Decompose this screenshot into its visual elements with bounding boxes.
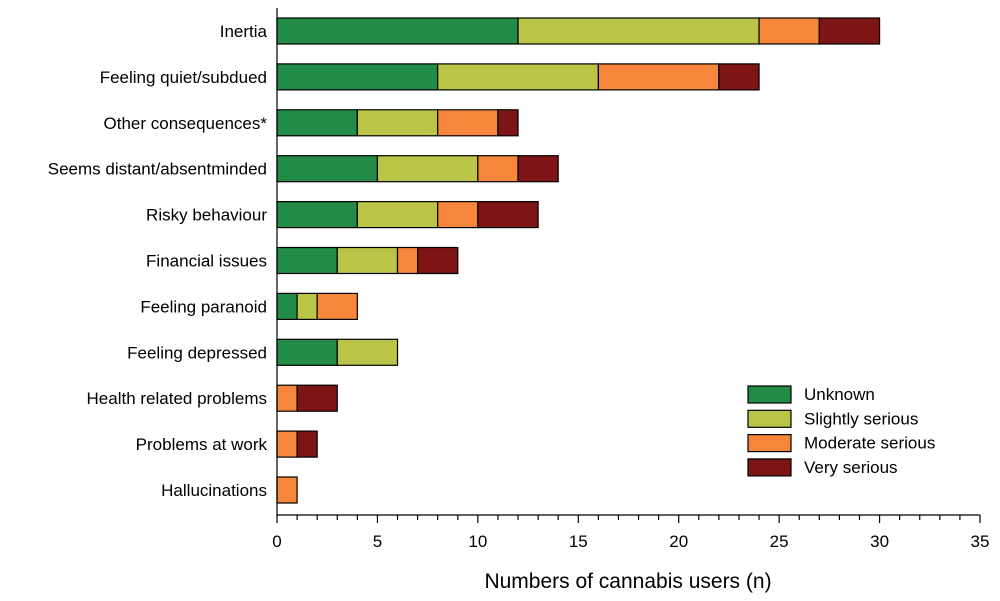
bar-feeling-depressed-slightly-serious	[336, 338, 399, 366]
x-axis-title: Numbers of cannabis users (n)	[484, 570, 771, 593]
legend-label-very-serious: Very serious	[804, 458, 898, 477]
bar-inertia-moderate-serious	[758, 17, 820, 45]
legend: Unknown Slightly serious Moderate serious V…	[747, 385, 935, 477]
x-tick-label: 5	[373, 532, 382, 551]
category-label: Inertia	[220, 22, 268, 41]
x-tick-label: 10	[468, 532, 487, 551]
legend-label-unknown: Unknown	[804, 385, 875, 404]
legend-swatch-unknown	[747, 385, 792, 404]
category-label: Seems distant/absentminded	[48, 160, 267, 179]
bar-financial-issues-slightly-serious	[336, 246, 399, 275]
bar-other-consequences-moderate-serious	[437, 109, 499, 137]
bar-financial-issues-very-serious	[417, 246, 459, 275]
bar-feeling-quiet-subdued-moderate-serious	[597, 63, 720, 91]
bar-problems-at-work-very-serious	[296, 430, 318, 458]
category-label: Risky behaviour	[146, 206, 267, 225]
x-tick-label: 25	[770, 532, 789, 551]
bar-feeling-paranoid-slightly-serious	[296, 292, 318, 320]
bar-other-consequences-slightly-serious	[356, 109, 439, 137]
bar-seems-distant-absentminded-moderate-serious	[477, 155, 519, 183]
bar-problems-at-work-moderate-serious	[276, 430, 298, 458]
legend-label-slightly-serious: Slightly serious	[804, 409, 918, 428]
bar-financial-issues-moderate-serious	[396, 246, 419, 275]
category-label: Problems at work	[136, 435, 268, 454]
x-tick-label: 15	[569, 532, 588, 551]
legend-label-moderate-serious: Moderate serious	[804, 434, 935, 453]
legend-swatch-slightly-serious	[747, 409, 792, 428]
bar-feeling-quiet-subdued-slightly-serious	[437, 63, 599, 91]
bar-feeling-depressed-unknown	[276, 338, 338, 366]
bar-feeling-paranoid-moderate-serious	[316, 292, 358, 320]
bar-risky-behaviour-unknown	[276, 201, 358, 229]
x-axis-ticks: 0 5 10 15 20 25 30 35	[272, 515, 989, 551]
bar-risky-behaviour-very-serious	[477, 201, 539, 229]
bar-risky-behaviour-slightly-serious	[356, 201, 439, 229]
x-tick-label: 30	[870, 532, 889, 551]
category-label: Hallucinations	[161, 481, 267, 500]
category-labels: Inertia Feeling quiet/subdued Other conseq…	[48, 22, 268, 500]
bar-seems-distant-absentminded-slightly-serious	[376, 155, 479, 183]
bar-other-consequences-unknown	[276, 109, 358, 137]
x-tick-label: 0	[272, 532, 281, 551]
bar-inertia-very-serious	[818, 17, 881, 45]
bar-seems-distant-absentminded-very-serious	[517, 155, 559, 183]
bars-group	[276, 17, 881, 504]
category-label: Other consequences*	[104, 114, 268, 133]
category-label: Feeling quiet/subdued	[100, 68, 267, 87]
bar-inertia-slightly-serious	[517, 17, 760, 45]
bar-hallucinations-moderate-serious	[276, 476, 298, 504]
bar-other-consequences-very-serious	[497, 109, 519, 137]
bar-health-related-problems-very-serious	[296, 384, 338, 412]
x-tick-label: 20	[669, 532, 688, 551]
x-axis	[276, 8, 980, 516]
category-label: Feeling depressed	[127, 343, 267, 362]
bar-risky-behaviour-moderate-serious	[437, 201, 479, 229]
legend-swatch-moderate-serious	[747, 434, 792, 453]
x-tick-label: 35	[971, 532, 990, 551]
category-label: Financial issues	[146, 252, 267, 271]
bar-health-related-problems-moderate-serious	[276, 384, 298, 412]
bar-feeling-quiet-subdued-very-serious	[718, 63, 760, 91]
bar-seems-distant-absentminded-unknown	[276, 155, 379, 183]
bar-feeling-quiet-subdued-unknown	[276, 63, 439, 91]
category-label: Feeling paranoid	[140, 297, 267, 316]
bar-inertia-unknown	[276, 17, 519, 45]
category-label: Health related problems	[87, 389, 267, 408]
bar-feeling-paranoid-unknown	[276, 292, 298, 320]
legend-swatch-very-serious	[747, 458, 792, 477]
bar-financial-issues-unknown	[276, 246, 338, 275]
